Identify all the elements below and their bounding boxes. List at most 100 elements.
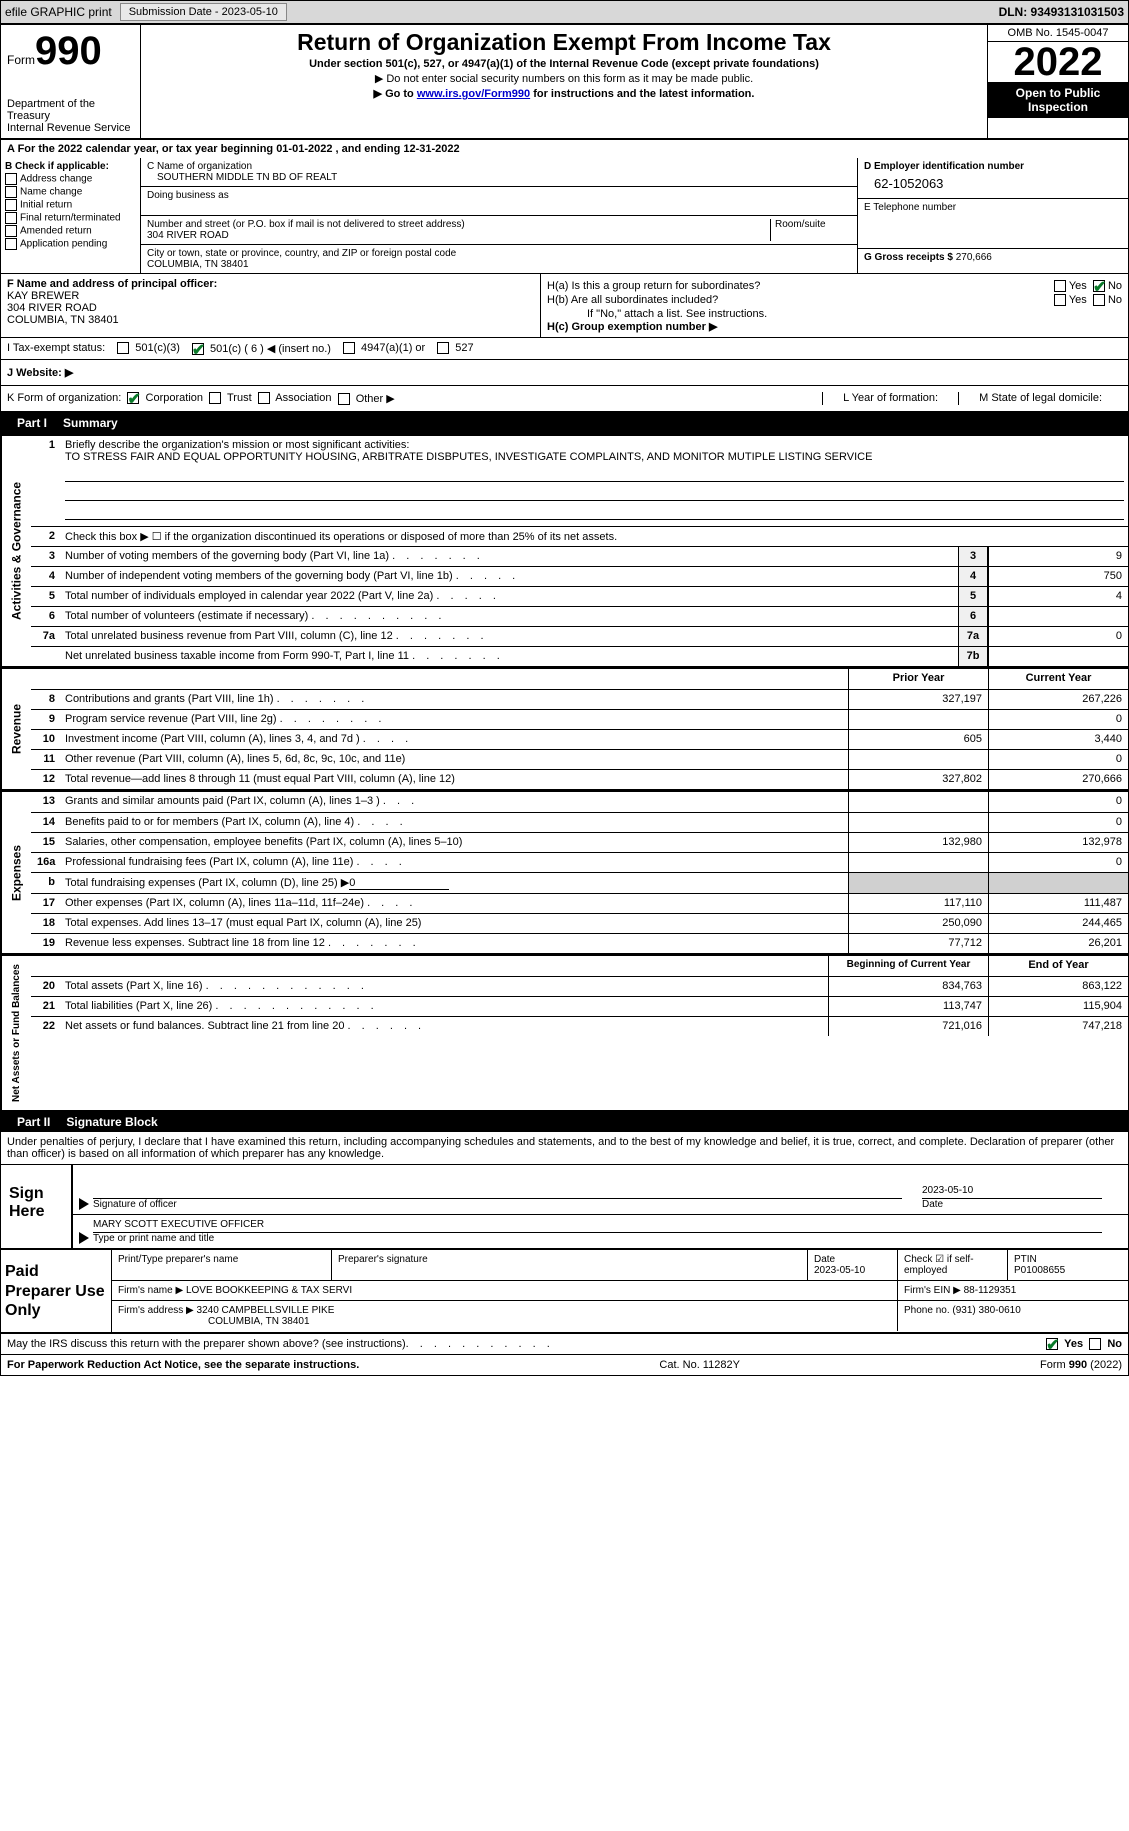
- line14: Benefits paid to or for members (Part IX…: [61, 813, 848, 832]
- part1-label: Part I: [9, 416, 55, 430]
- c14: 0: [988, 813, 1128, 832]
- val7a: 0: [988, 627, 1128, 646]
- status-527[interactable]: 527: [437, 342, 473, 355]
- m-cell: M State of legal domicile:: [958, 392, 1122, 405]
- k-trust[interactable]: Trust: [209, 392, 252, 405]
- val7b: [988, 647, 1128, 666]
- submission-date-button[interactable]: Submission Date - 2023-05-10: [120, 3, 287, 21]
- check-applicable-col: B Check if applicable: Address change Na…: [1, 158, 141, 273]
- p15: 132,980: [848, 833, 988, 852]
- side-activities: Activities & Governance: [1, 436, 31, 666]
- dba-label: Doing business as: [141, 187, 857, 216]
- opt-address-change[interactable]: Address change: [5, 173, 136, 185]
- line7a: Total unrelated business revenue from Pa…: [61, 627, 958, 646]
- org-name-label: C Name of organization: [147, 161, 851, 172]
- c21: 115,904: [988, 997, 1128, 1016]
- ein-label: D Employer identification number: [864, 161, 1024, 172]
- website-row: J Website: ▶: [1, 360, 1128, 386]
- form-subtitle: Under section 501(c), 527, or 4947(a)(1)…: [149, 58, 979, 70]
- p14: [848, 813, 988, 832]
- c20: 863,122: [988, 977, 1128, 996]
- opt-amended[interactable]: Amended return: [5, 225, 136, 237]
- f-addr1: 304 RIVER ROAD: [7, 302, 534, 314]
- c13: 0: [988, 792, 1128, 812]
- p9: [848, 710, 988, 729]
- line13: Grants and similar amounts paid (Part IX…: [61, 792, 848, 812]
- line20: Total assets (Part X, line 16) . . . . .…: [61, 977, 828, 996]
- opt-final-return[interactable]: Final return/terminated: [5, 212, 136, 224]
- status-501c[interactable]: 501(c) ( 6 ) ◀ (insert no.): [192, 342, 331, 355]
- officer-name: MARY SCOTT EXECUTIVE OFFICER: [93, 1219, 1102, 1233]
- c18: 244,465: [988, 914, 1128, 933]
- f-addr2: COLUMBIA, TN 38401: [7, 314, 534, 326]
- name-label: Type or print name and title: [93, 1233, 1122, 1244]
- line18: Total expenses. Add lines 13–17 (must eq…: [61, 914, 848, 933]
- p19: 77,712: [848, 934, 988, 953]
- room-label: Room/suite: [771, 219, 851, 241]
- c17: 111,487: [988, 894, 1128, 913]
- status-4947[interactable]: 4947(a)(1) or: [343, 342, 425, 355]
- line12: Total revenue—add lines 8 through 11 (mu…: [61, 770, 848, 789]
- date-label: Date: [922, 1199, 1122, 1210]
- phone-label: E Telephone number: [864, 202, 1122, 213]
- line9: Program service revenue (Part VIII, line…: [61, 710, 848, 729]
- line17: Other expenses (Part IX, column (A), lin…: [61, 894, 848, 913]
- k-other[interactable]: Other ▶: [338, 392, 395, 405]
- part2-label: Part II: [9, 1115, 58, 1129]
- status-501c3[interactable]: 501(c)(3): [117, 342, 180, 355]
- firm-name: Firm's name ▶ LOVE BOOKKEEPING & TAX SER…: [112, 1281, 898, 1300]
- p18: 250,090: [848, 914, 988, 933]
- discuss-row: May the IRS discuss this return with the…: [1, 1334, 1128, 1355]
- form-note2: ▶ Go to www.irs.gov/Form990 for instruct…: [149, 87, 979, 100]
- hb-line: H(b) Are all subordinates included? Yes …: [547, 294, 1122, 306]
- ptin: PTINP01008655: [1008, 1250, 1128, 1280]
- line1-text: Briefly describe the organization's miss…: [61, 436, 1128, 526]
- c16a: 0: [988, 853, 1128, 872]
- discuss-no[interactable]: No: [1089, 1338, 1122, 1350]
- c19: 26,201: [988, 934, 1128, 953]
- k-label: K Form of organization:: [7, 392, 121, 405]
- c16b: [988, 873, 1128, 893]
- p21: 113,747: [828, 997, 988, 1016]
- irs-link[interactable]: www.irs.gov/Form990: [417, 88, 530, 100]
- discuss-text: May the IRS discuss this return with the…: [7, 1338, 406, 1350]
- part2-title: Signature Block: [66, 1115, 157, 1129]
- org-name: SOUTHERN MIDDLE TN BD OF REALT: [147, 172, 851, 183]
- col-b-header: B Check if applicable:: [5, 161, 109, 172]
- f-name: KAY BREWER: [7, 290, 534, 302]
- sign-here-label: Sign Here: [1, 1165, 71, 1248]
- p10: 605: [848, 730, 988, 749]
- val3: 9: [988, 547, 1128, 566]
- firm-phone: Phone no. (931) 380-0610: [898, 1301, 1128, 1331]
- arrow-icon: [79, 1198, 89, 1210]
- side-revenue: Revenue: [1, 669, 31, 789]
- c10: 3,440: [988, 730, 1128, 749]
- firm-addr: Firm's address ▶ 3240 CAMPBELLSVILLE PIK…: [112, 1301, 898, 1331]
- form-title: Return of Organization Exempt From Incom…: [149, 29, 979, 56]
- p17: 117,110: [848, 894, 988, 913]
- part1-header: Part I Summary: [1, 413, 1128, 433]
- line5: Total number of individuals employed in …: [61, 587, 958, 606]
- part1-title: Summary: [63, 416, 118, 430]
- line16b: Total fundraising expenses (Part IX, col…: [61, 873, 848, 893]
- hc-line: H(c) Group exemption number ▶: [547, 320, 1122, 333]
- opt-name-change[interactable]: Name change: [5, 186, 136, 198]
- p22: 721,016: [828, 1017, 988, 1036]
- prep-sig-label: Preparer's signature: [332, 1250, 808, 1280]
- opt-app-pending[interactable]: Application pending: [5, 238, 136, 250]
- line21: Total liabilities (Part X, line 26) . . …: [61, 997, 828, 1016]
- ha-line: H(a) Is this a group return for subordin…: [547, 280, 1122, 292]
- self-emp[interactable]: Check ☑ if self-employed: [898, 1250, 1008, 1280]
- k-assoc[interactable]: Association: [258, 392, 332, 405]
- c11: 0: [988, 750, 1128, 769]
- ein-value: 62-1052063: [864, 172, 1122, 195]
- p8: 327,197: [848, 690, 988, 709]
- line15: Salaries, other compensation, employee b…: [61, 833, 848, 852]
- discuss-yes[interactable]: Yes: [1046, 1338, 1083, 1350]
- c15: 132,978: [988, 833, 1128, 852]
- c9: 0: [988, 710, 1128, 729]
- dln-label: DLN: 93493131031503: [999, 5, 1124, 19]
- k-corp[interactable]: Corporation: [127, 392, 203, 405]
- status-label: I Tax-exempt status:: [7, 342, 105, 355]
- opt-initial-return[interactable]: Initial return: [5, 199, 136, 211]
